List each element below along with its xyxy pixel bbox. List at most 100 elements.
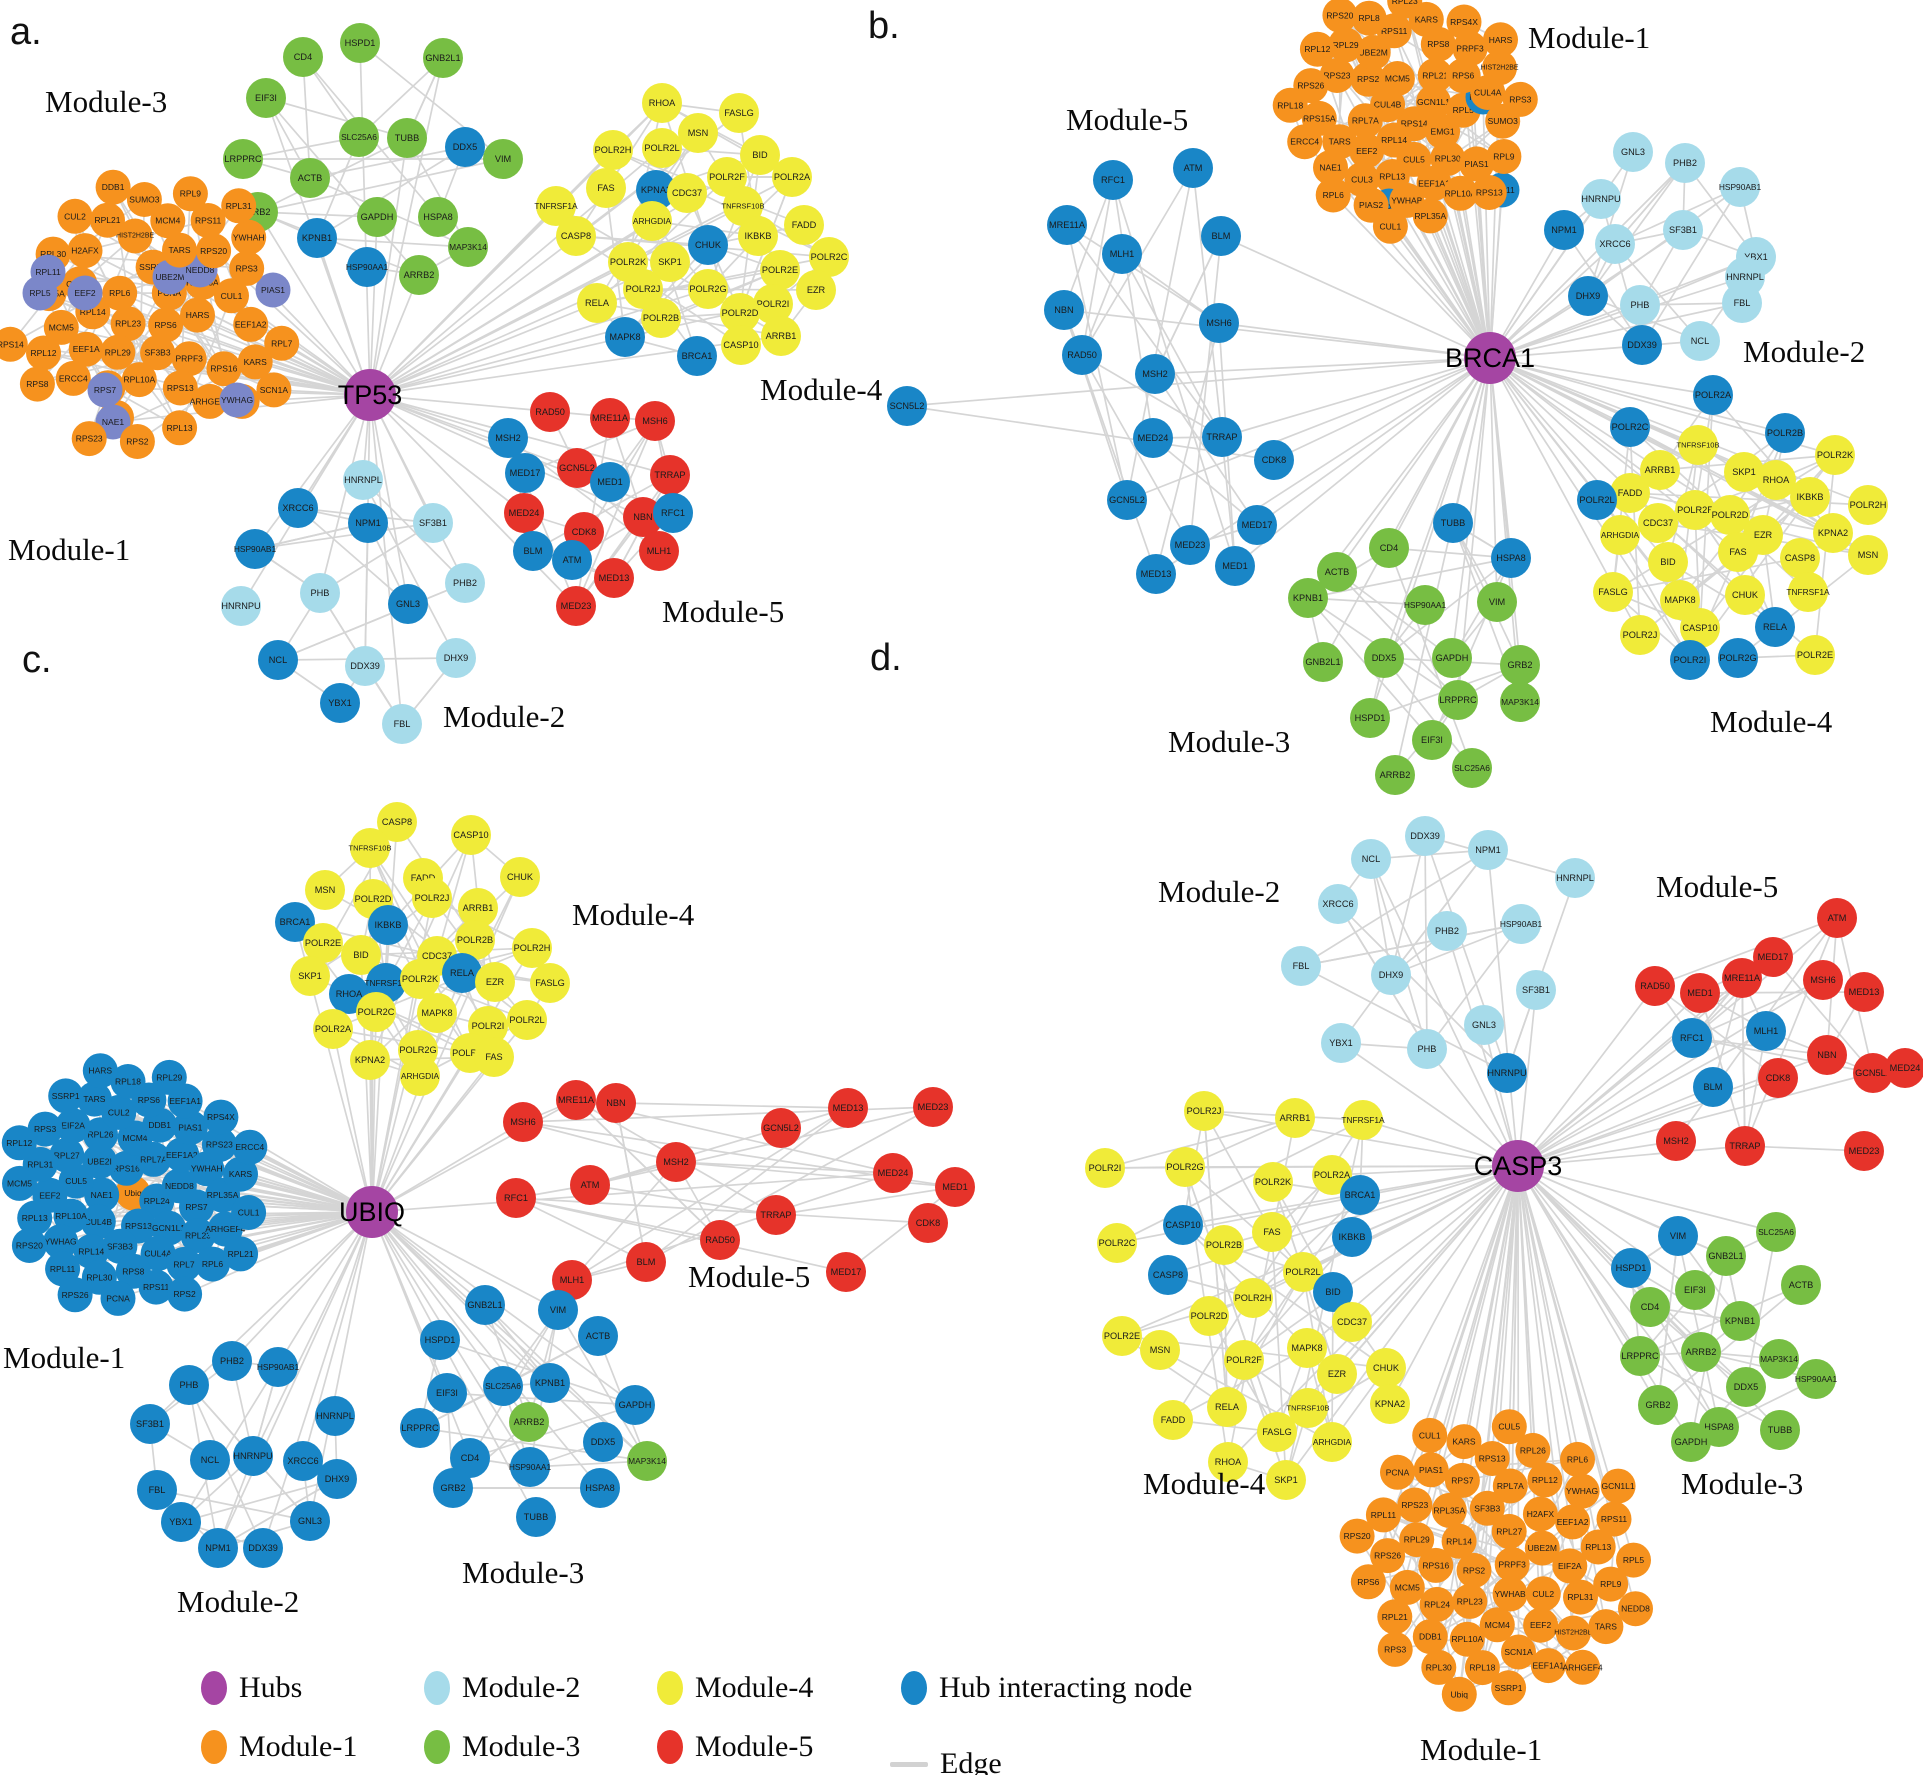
node-RPS6[interactable] <box>1445 58 1481 94</box>
node-TRRAP[interactable] <box>1725 1126 1765 1166</box>
node-SKP1[interactable] <box>650 242 690 282</box>
node-POLR2L[interactable] <box>1283 1252 1323 1292</box>
node-YWHAG[interactable] <box>219 382 255 418</box>
node-FBL[interactable] <box>1722 283 1762 323</box>
node-CHUK[interactable] <box>500 857 540 897</box>
node-HSPA8[interactable] <box>418 197 458 237</box>
node-VIM[interactable] <box>1658 1216 1698 1256</box>
node-HSP90AA1[interactable] <box>347 247 387 287</box>
node-DDX39[interactable] <box>1622 325 1662 365</box>
node-CHUK[interactable] <box>1725 575 1765 615</box>
node-RPL31[interactable] <box>221 188 257 224</box>
node-RPL10A[interactable] <box>1449 1621 1485 1657</box>
node-MED17[interactable] <box>1753 937 1793 977</box>
node-MLH1[interactable] <box>1746 1011 1786 1051</box>
node-HSP90AA1[interactable] <box>1405 585 1445 625</box>
node-CD4[interactable] <box>1369 528 1409 568</box>
node-MED1[interactable] <box>1215 546 1255 586</box>
node-POLR2G[interactable] <box>1165 1147 1205 1187</box>
node-RPS7[interactable] <box>1444 1462 1480 1498</box>
node-RPL6[interactable] <box>102 275 138 311</box>
node-POLR2E[interactable] <box>303 923 343 963</box>
node-POLR2E[interactable] <box>760 250 800 290</box>
node-BRCA1[interactable] <box>275 902 315 942</box>
node-RPS2[interactable] <box>167 1276 203 1312</box>
node-HSP90AA1[interactable] <box>510 1447 550 1487</box>
node-EEF2[interactable] <box>1349 133 1385 169</box>
node-MED23[interactable] <box>1170 525 1210 565</box>
node-HSPD1[interactable] <box>340 23 380 63</box>
node-RPL10A[interactable] <box>121 362 157 398</box>
node-FASLG[interactable] <box>1593 572 1633 612</box>
node-HSP90AB1[interactable] <box>1720 167 1760 207</box>
node-FADD[interactable] <box>1610 473 1650 513</box>
node-RPS2[interactable] <box>119 424 155 459</box>
node-DHX9[interactable] <box>317 1459 357 1499</box>
node-POLR2L[interactable] <box>642 128 682 168</box>
node-POLR2B[interactable] <box>1204 1225 1244 1265</box>
node-KPNB1[interactable] <box>1720 1301 1760 1341</box>
node-H2AFX[interactable] <box>1522 1496 1558 1532</box>
node-MSH2[interactable] <box>488 418 528 458</box>
node-CUL1[interactable] <box>1372 208 1408 244</box>
node-FAS[interactable] <box>474 1037 514 1077</box>
node-RPS20[interactable] <box>11 1228 47 1263</box>
node-EEF1A[interactable] <box>68 331 104 367</box>
node-KPNA2[interactable] <box>636 170 676 210</box>
node-RPL23[interactable] <box>180 1218 216 1253</box>
node-KARS[interactable] <box>237 344 273 380</box>
node-GAPDH[interactable] <box>357 197 397 237</box>
node-FAS[interactable] <box>1718 532 1758 572</box>
node-RPL18[interactable] <box>1464 1650 1500 1686</box>
node-SLC25A6[interactable] <box>339 117 379 157</box>
node-POLR2B[interactable] <box>1765 413 1805 453</box>
node-HNRNPU[interactable] <box>1581 179 1621 219</box>
node-GCN5L2[interactable] <box>1853 1053 1893 1093</box>
node-UBE2I[interactable] <box>82 1144 118 1179</box>
node-RPS13[interactable] <box>1471 175 1507 210</box>
node-EZR[interactable] <box>796 270 836 310</box>
node-KPNA2[interactable] <box>1813 513 1853 553</box>
node-POLR2C[interactable] <box>809 237 849 277</box>
node-KPNB1[interactable] <box>297 218 337 258</box>
node-LRPPRC[interactable] <box>1620 1336 1660 1376</box>
node-CUL1[interactable] <box>1412 1417 1448 1453</box>
node-KARS[interactable] <box>223 1156 258 1192</box>
node-RPS23[interactable] <box>201 1127 237 1163</box>
node-RPL10A[interactable] <box>1442 175 1478 211</box>
node-SCN5L2[interactable] <box>887 386 927 426</box>
node-CD4[interactable] <box>450 1438 490 1478</box>
node-EEF2[interactable] <box>67 275 103 311</box>
node-CASP10[interactable] <box>1680 608 1720 648</box>
node-DHX9[interactable] <box>1568 276 1608 316</box>
node-MSH2[interactable] <box>1135 354 1175 394</box>
node-EEF2[interactable] <box>1523 1607 1559 1643</box>
node-GRB2[interactable] <box>433 1468 473 1508</box>
node-ACTB[interactable] <box>1781 1265 1821 1305</box>
node-ERCC4[interactable] <box>232 1129 268 1165</box>
node-CUL2[interactable] <box>1525 1576 1561 1612</box>
node-EZR[interactable] <box>475 962 515 1002</box>
node-ATM[interactable] <box>1817 898 1857 938</box>
node-POLR2G[interactable] <box>688 269 728 309</box>
node-MRE11A[interactable] <box>590 398 630 438</box>
node-GAPDH[interactable] <box>615 1385 655 1425</box>
node-DHX9[interactable] <box>436 638 476 678</box>
node-KPNA2[interactable] <box>1370 1384 1410 1424</box>
node-XRCC6[interactable] <box>278 488 318 528</box>
node-RPL21[interactable] <box>1377 1599 1413 1635</box>
node-BLM[interactable] <box>1693 1067 1733 1107</box>
node-ARRB2[interactable] <box>1375 755 1415 795</box>
node-YBX1[interactable] <box>320 683 360 723</box>
node-HARS[interactable] <box>1483 22 1518 58</box>
node-RPS7[interactable] <box>179 1189 214 1225</box>
node-POLR2J[interactable] <box>1184 1091 1224 1131</box>
node-TRRAP[interactable] <box>756 1195 796 1235</box>
node-RELA[interactable] <box>1207 1387 1247 1427</box>
node-ERCC4[interactable] <box>1287 124 1323 160</box>
node-RPL11[interactable] <box>45 1251 81 1287</box>
node-ARHGDIA[interactable] <box>632 201 672 241</box>
node-YBX1[interactable] <box>1321 1023 1361 1063</box>
node-EEF1A2[interactable] <box>233 306 269 342</box>
node-HARS[interactable] <box>82 1053 118 1089</box>
